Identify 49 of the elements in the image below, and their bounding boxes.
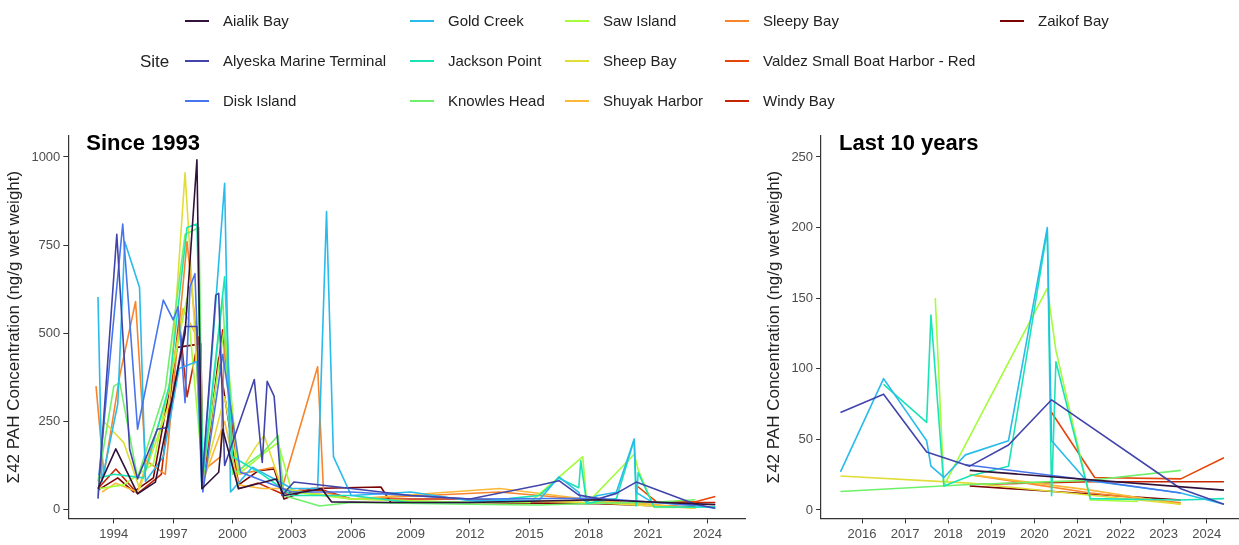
legend-label: Shuyak Harbor	[603, 92, 704, 109]
legend-label: Jackson Point	[448, 52, 542, 69]
legend-label: Valdez Small Boat Harbor - Red	[763, 52, 976, 69]
x-tick-label: 2003	[277, 525, 307, 541]
y-axis-title: Σ42 PAH Concentration (ng/g wet weight)	[3, 170, 23, 484]
x-tick-label: 2019	[976, 525, 1006, 541]
legend-label: Sleepy Bay	[763, 12, 839, 29]
x-tick-label: 1994	[99, 525, 129, 541]
x-tick-label: 2000	[218, 525, 247, 541]
x-tick-label: 2009	[396, 525, 426, 541]
legend-label: Saw Island	[603, 12, 677, 29]
legend-label: Aialik Bay	[223, 12, 289, 29]
y-tick-label: 1000	[31, 148, 61, 164]
x-tick-label: 2022	[1106, 525, 1135, 541]
x-tick-label: 2006	[336, 525, 366, 541]
y-tick-label: 100	[791, 360, 814, 376]
legend-label: Windy Bay	[763, 92, 835, 109]
x-tick-label: 2018	[574, 525, 604, 541]
y-tick-label: 500	[38, 324, 61, 340]
x-tick-label: 2024	[1192, 525, 1222, 541]
x-tick-label: 2018	[933, 525, 963, 541]
y-tick-label: 0	[805, 501, 814, 517]
x-tick-label: 2015	[514, 525, 544, 541]
y-tick-label: 0	[53, 501, 61, 517]
legend-label: Sheep Bay	[603, 52, 677, 69]
x-tick-label: 2024	[692, 525, 722, 541]
x-tick-label: 2012	[455, 525, 485, 541]
chart-title: Since 1993	[86, 130, 201, 156]
y-tick-label: 200	[791, 219, 814, 235]
legend-label: Alyeska Marine Terminal	[223, 52, 387, 69]
x-tick-label: 2021	[1062, 525, 1092, 541]
y-tick-label: 250	[38, 413, 61, 429]
y-tick-label: 750	[38, 236, 61, 252]
x-tick-label: 2023	[1149, 525, 1179, 541]
x-tick-label: 2021	[633, 525, 663, 541]
x-tick-label: 2017	[890, 525, 920, 541]
y-tick-label: 150	[791, 289, 814, 305]
y-tick-label: 50	[798, 430, 814, 446]
x-tick-label: 2020	[1019, 525, 1049, 541]
legend-label: Disk Island	[223, 92, 297, 109]
legend-title: Site	[140, 52, 170, 72]
legend-label: Zaikof Bay	[1038, 12, 1109, 29]
x-tick-label: 2016	[847, 525, 877, 541]
legend-label: Knowles Head	[448, 92, 545, 109]
legend-label: Gold Creek	[448, 12, 524, 29]
chart-title: Last 10 years	[839, 130, 979, 156]
y-tick-label: 250	[791, 148, 814, 164]
x-tick-label: 1997	[158, 525, 188, 541]
y-axis-title: Σ42 PAH Concentration (ng/g wet weight)	[763, 170, 783, 484]
